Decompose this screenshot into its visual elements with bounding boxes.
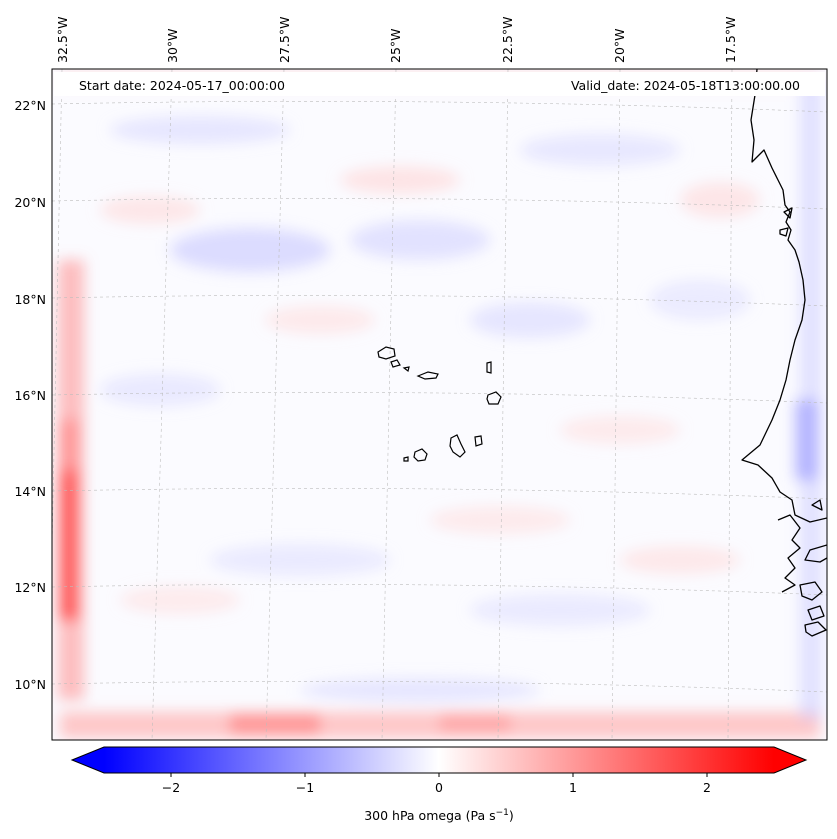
- colorbar-tick-label: 1: [569, 780, 577, 795]
- lon-label-27-5w: 27.5°W: [277, 17, 292, 63]
- island-boa-vista: [486, 391, 502, 405]
- island-sao-vicente: [390, 359, 401, 368]
- island-brava: [403, 456, 409, 462]
- lat-label-10n: 10°N: [14, 677, 46, 692]
- valid-date-label: Valid_date: 2024-05-18T13:00:00.00: [571, 78, 800, 93]
- colorbar-tick-label: −1: [296, 780, 314, 795]
- date-header-band: [54, 72, 825, 96]
- omega-field: [58, 72, 822, 738]
- latitude-labels: 22°N 20°N 18°N 16°N 14°N 12°N 10°N: [14, 98, 46, 692]
- island-santiago: [449, 434, 466, 458]
- colorbar-tick-label: 2: [703, 780, 711, 795]
- colorbar-label: 300 hPa omega (Pa s−1): [364, 808, 514, 823]
- gridlines: [52, 69, 827, 740]
- island-sal: [486, 361, 492, 374]
- island-santo-antao: [377, 346, 396, 360]
- lon-label-32-5w: 32.5°W: [55, 17, 70, 63]
- lon-label-25w: 25°W: [388, 28, 403, 63]
- colorbar-extend-high: [774, 747, 806, 773]
- lon-label-20w: 20°W: [612, 28, 627, 63]
- lat-label-14n: 14°N: [14, 484, 46, 499]
- map-frame: [51, 68, 828, 741]
- lat-label-18n: 18°N: [14, 292, 46, 307]
- map-panel: Start date: 2024-05-17_00:00:00 Valid_da…: [52, 69, 827, 740]
- lat-label-12n: 12°N: [14, 580, 46, 595]
- lat-label-22n: 22°N: [14, 98, 46, 113]
- colorbar-outline: [70, 746, 808, 774]
- island-fogo: [413, 448, 428, 462]
- colorbar-ticks: −2 −1 0 1 2: [162, 773, 711, 795]
- island-maio: [474, 435, 483, 447]
- lat-label-20n: 20°N: [14, 195, 46, 210]
- coastlines: [741, 69, 827, 637]
- longitude-labels: 32.5°W 30°W 27.5°W 25°W 22.5°W 20°W 17.5…: [55, 17, 738, 63]
- lon-label-30w: 30°W: [165, 28, 180, 63]
- lat-label-16n: 16°N: [14, 388, 46, 403]
- lon-label-17-5w: 17.5°W: [723, 17, 738, 63]
- colorbar-extend-low: [72, 747, 104, 773]
- colorbar-tick-label: −2: [162, 780, 180, 795]
- start-date-label: Start date: 2024-05-17_00:00:00: [79, 78, 285, 93]
- africa-coastline: [741, 69, 827, 523]
- colorbar-tick-label: 0: [435, 780, 443, 795]
- island-sao-nicolau: [416, 371, 439, 380]
- colorbar-gradient: [104, 747, 774, 773]
- island-santa-luzia: [402, 366, 410, 373]
- colorbar: −2 −1 0 1 2 300 hPa omega (Pa s−1): [70, 746, 808, 823]
- cape-verde-islands: [377, 346, 502, 462]
- lon-label-22-5w: 22.5°W: [500, 17, 515, 63]
